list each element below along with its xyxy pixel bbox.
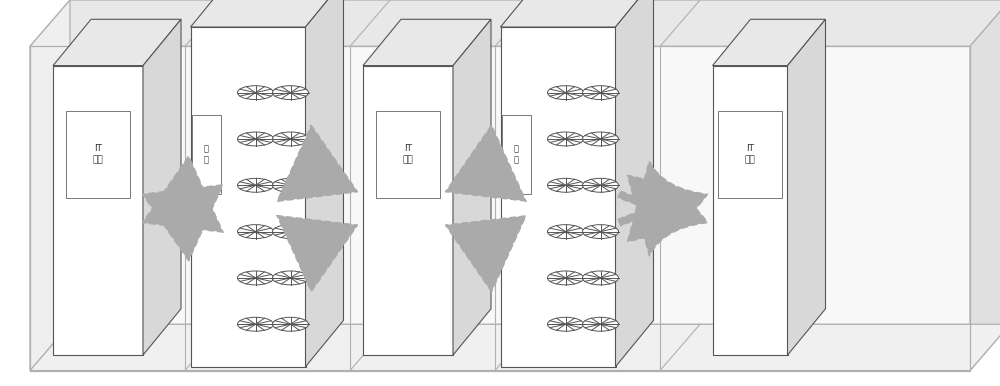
Circle shape (548, 271, 584, 285)
Text: 空
调: 空 调 (204, 144, 209, 164)
Circle shape (582, 317, 618, 331)
Polygon shape (501, 27, 616, 367)
Circle shape (548, 86, 584, 100)
Text: IT
设备: IT 设备 (745, 144, 755, 164)
FancyArrowPatch shape (446, 216, 526, 292)
Polygon shape (970, 0, 1000, 371)
Circle shape (272, 86, 308, 100)
Circle shape (548, 225, 584, 239)
FancyArrowPatch shape (618, 161, 708, 242)
Circle shape (548, 178, 584, 192)
Polygon shape (53, 66, 143, 355)
Circle shape (272, 317, 308, 331)
FancyBboxPatch shape (502, 115, 531, 194)
Polygon shape (30, 324, 1000, 371)
FancyBboxPatch shape (718, 111, 782, 198)
Circle shape (272, 225, 308, 239)
FancyArrowPatch shape (277, 125, 357, 201)
Circle shape (582, 132, 618, 146)
Circle shape (582, 86, 618, 100)
Circle shape (582, 225, 618, 239)
FancyBboxPatch shape (376, 111, 440, 198)
Polygon shape (30, 0, 70, 371)
FancyBboxPatch shape (192, 115, 220, 194)
Circle shape (272, 178, 308, 192)
FancyArrowPatch shape (618, 175, 708, 256)
Circle shape (582, 271, 618, 285)
Circle shape (548, 317, 584, 331)
Circle shape (272, 132, 308, 146)
FancyBboxPatch shape (66, 111, 130, 198)
Text: 空
调: 空 调 (514, 144, 518, 164)
Polygon shape (190, 0, 344, 27)
Polygon shape (143, 19, 181, 355)
Polygon shape (363, 66, 453, 355)
Polygon shape (53, 19, 181, 66)
Polygon shape (30, 0, 1000, 46)
Circle shape (238, 178, 274, 192)
Circle shape (238, 271, 274, 285)
FancyArrowPatch shape (277, 215, 357, 291)
FancyArrowPatch shape (143, 185, 223, 261)
Circle shape (548, 132, 584, 146)
Circle shape (238, 225, 274, 239)
Polygon shape (501, 0, 654, 27)
Circle shape (238, 317, 274, 331)
FancyArrowPatch shape (446, 125, 526, 201)
Polygon shape (712, 66, 788, 355)
Polygon shape (306, 0, 344, 367)
Polygon shape (70, 0, 1000, 324)
Polygon shape (190, 27, 306, 367)
Text: IT
设备: IT 设备 (403, 144, 413, 164)
Circle shape (272, 271, 308, 285)
Circle shape (582, 178, 618, 192)
Text: IT
设备: IT 设备 (93, 144, 103, 164)
Polygon shape (453, 19, 491, 355)
Circle shape (238, 86, 274, 100)
Circle shape (238, 132, 274, 146)
Polygon shape (712, 19, 826, 66)
Polygon shape (363, 19, 491, 66)
FancyArrowPatch shape (143, 156, 223, 232)
Polygon shape (788, 19, 826, 355)
Polygon shape (616, 0, 654, 367)
